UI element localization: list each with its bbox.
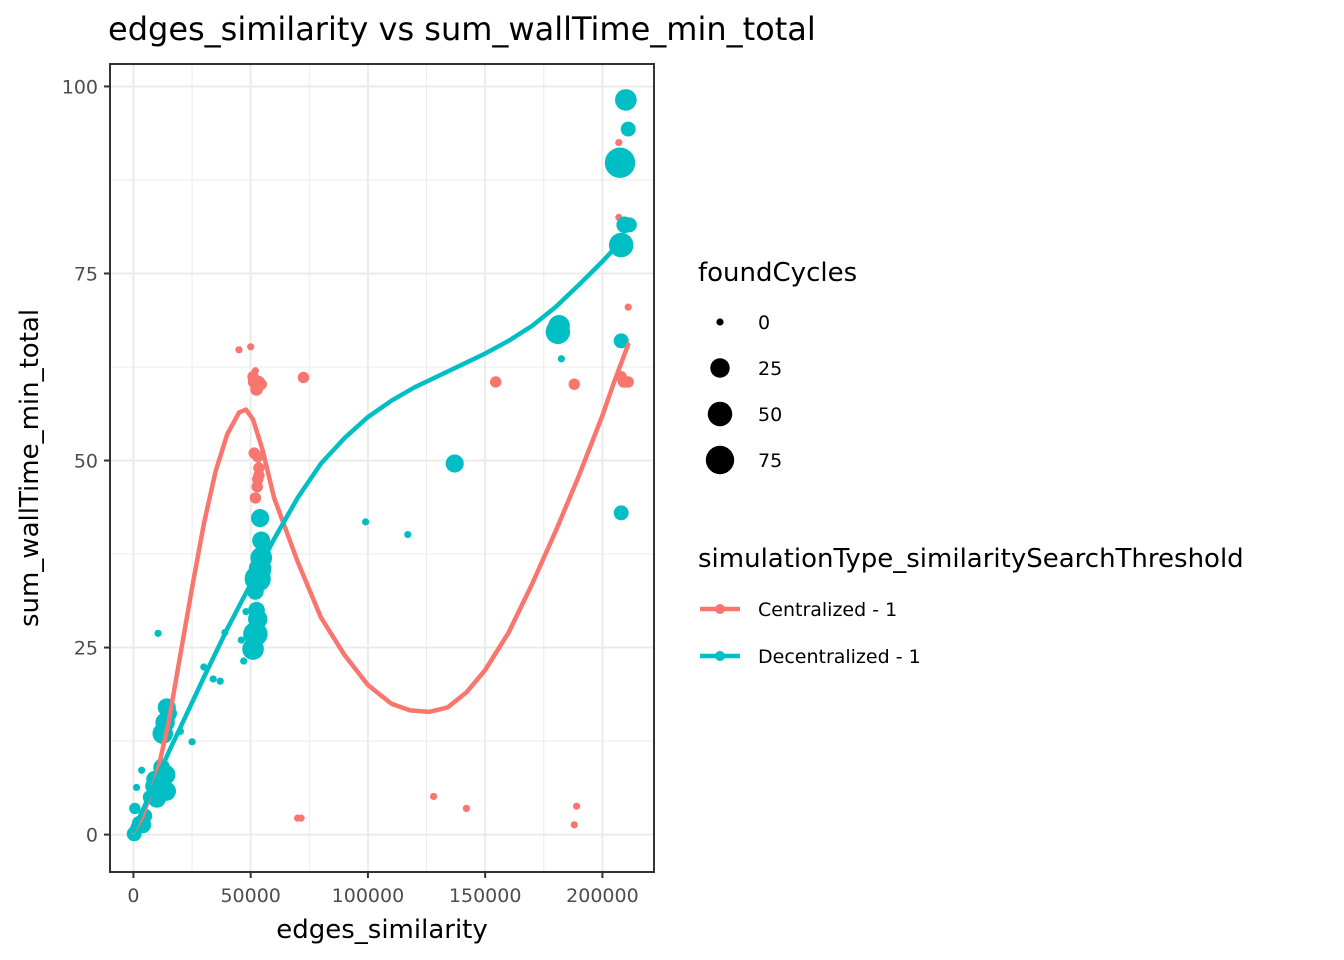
axes: 0 50000 100000 150000 200000 0 25 50 75 100	[62, 76, 639, 907]
size-legend-label: 75	[758, 450, 782, 472]
data-point	[557, 355, 565, 363]
data-point	[621, 217, 637, 233]
data-point	[361, 518, 370, 526]
data-point	[297, 371, 310, 384]
size-legend-key	[716, 318, 724, 326]
series-0-smooth-line	[131, 342, 631, 835]
color-legend-label: Centralized - 1	[758, 599, 897, 621]
series-layer	[126, 89, 637, 842]
y-tick-label: 25	[74, 638, 98, 660]
data-point	[429, 792, 438, 801]
y-axis-title: sum_wallTime_min_total	[15, 309, 45, 627]
size-legend-label: 0	[758, 312, 770, 334]
grid	[110, 64, 654, 872]
data-point	[624, 303, 632, 311]
data-point	[129, 802, 141, 815]
size-legend: foundCycles 0 25 50 75	[698, 258, 857, 475]
data-point	[613, 333, 629, 349]
size-legend-label: 50	[758, 404, 782, 426]
x-tick-label: 200000	[566, 885, 639, 907]
x-tick-label: 100000	[332, 885, 405, 907]
data-point	[445, 454, 464, 473]
data-point	[132, 783, 141, 792]
data-point	[570, 821, 578, 829]
y-tick-label: 75	[74, 263, 98, 285]
data-point	[235, 346, 243, 354]
series-1-smooth-line	[131, 233, 629, 834]
data-point	[573, 802, 581, 810]
color-legend-label: Decentralized - 1	[758, 646, 921, 668]
data-point	[490, 376, 502, 388]
data-point	[242, 608, 250, 616]
data-point	[240, 657, 248, 665]
data-point	[251, 367, 259, 375]
data-point	[216, 677, 224, 685]
size-legend-title: foundCycles	[698, 258, 857, 288]
data-point	[255, 378, 267, 390]
x-axis-title: edges_similarity	[276, 915, 488, 945]
size-legend-key	[710, 358, 730, 378]
data-point	[251, 480, 263, 493]
data-point	[188, 738, 196, 746]
data-point	[138, 766, 146, 774]
data-point	[156, 781, 176, 801]
data-point	[251, 509, 270, 528]
plot-background	[110, 64, 654, 872]
data-point	[209, 675, 217, 683]
data-point	[620, 121, 636, 137]
plot-border	[109, 63, 655, 873]
data-point	[237, 636, 245, 644]
y-tick-label: 50	[74, 451, 98, 473]
x-tick-label: 50000	[220, 885, 280, 907]
data-point	[613, 505, 629, 521]
y-tick-label: 100	[62, 76, 98, 98]
x-tick-label: 0	[127, 885, 139, 907]
color-legend: simulationType_similaritySearchThreshold…	[698, 544, 1244, 668]
data-point	[247, 343, 255, 351]
data-point	[249, 492, 262, 504]
data-point	[252, 531, 271, 550]
data-point	[604, 147, 636, 178]
y-tick-label: 0	[86, 825, 98, 847]
data-point	[404, 530, 412, 539]
color-legend-point	[715, 604, 725, 614]
data-point	[154, 629, 162, 637]
data-point	[568, 378, 580, 390]
size-legend-key	[707, 401, 733, 427]
data-point	[297, 814, 305, 822]
data-point	[615, 89, 637, 111]
data-point	[622, 376, 634, 388]
data-point	[252, 451, 264, 463]
data-point	[248, 601, 265, 619]
data-point	[608, 232, 634, 258]
x-tick-label: 150000	[449, 885, 522, 907]
data-point	[545, 319, 571, 345]
size-legend-label: 25	[758, 358, 782, 380]
data-point	[462, 804, 471, 813]
chart-title: edges_similarity vs sum_wallTime_min_tot…	[108, 10, 816, 48]
data-point	[615, 138, 623, 147]
color-legend-title: simulationType_similaritySearchThreshold	[698, 544, 1244, 574]
size-legend-key	[705, 445, 735, 475]
color-legend-point	[715, 651, 725, 661]
